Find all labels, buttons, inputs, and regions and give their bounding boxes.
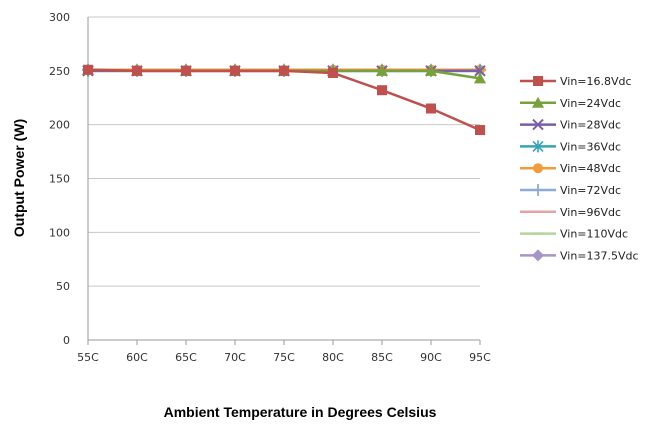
legend-label: Vin=48Vdc xyxy=(560,162,621,175)
data-point xyxy=(328,67,338,78)
legend-marker xyxy=(532,96,544,108)
y-tick-label: 150 xyxy=(49,173,70,186)
x-tick-label: 70C xyxy=(224,351,246,364)
data-point xyxy=(474,65,486,77)
legend-marker xyxy=(532,118,544,131)
series-1 xyxy=(83,64,485,136)
legend-item: Vin=96Vdc xyxy=(520,206,621,219)
legend-label: Vin=28Vdc xyxy=(560,119,621,132)
y-tick-labels: 0 50 100 150 200 250 300 xyxy=(49,11,70,347)
data-point xyxy=(474,72,486,84)
x-tick-label: 90C xyxy=(420,351,442,364)
y-tick-label: 200 xyxy=(49,119,70,132)
legend-item: Vin=137.5Vdc xyxy=(520,249,639,262)
data-point xyxy=(377,85,387,96)
y-tick-label: 100 xyxy=(49,226,70,239)
legend-label: Vin=96Vdc xyxy=(560,206,621,219)
x-tick-labels: 55C 60C 65C 70C 75C 80C 85C 90C 95C xyxy=(77,351,491,364)
legend-marker xyxy=(533,76,543,86)
legend-marker xyxy=(532,249,544,262)
x-tick-label: 65C xyxy=(175,351,197,364)
legend-item: Vin=16.8Vdc xyxy=(520,75,632,88)
data-point xyxy=(376,64,388,76)
data-point xyxy=(426,103,436,114)
legend-item: Vin=72Vdc xyxy=(520,184,621,197)
y-tick-label: 300 xyxy=(49,11,70,24)
data-point xyxy=(425,64,437,76)
data-point xyxy=(279,65,289,76)
legend-label: Vin=36Vdc xyxy=(560,140,621,153)
x-tick-label: 55C xyxy=(77,351,99,364)
legend-item: Vin=110Vdc xyxy=(520,228,628,241)
y-axis-title: Output Power (W) xyxy=(11,119,27,237)
legend-item: Vin=28Vdc xyxy=(520,119,621,132)
legend-item: Vin=36Vdc xyxy=(520,140,621,153)
legend-item: Vin=48Vdc xyxy=(520,162,621,175)
x-tick-label: 85C xyxy=(371,351,393,364)
x-tick-label: 75C xyxy=(273,351,295,364)
x-tick-label: 60C xyxy=(126,351,148,364)
legend-label: Vin=137.5Vdc xyxy=(560,249,639,262)
series-lines xyxy=(82,63,486,136)
x-axis-title: Ambient Temperature in Degrees Celsius xyxy=(164,404,437,420)
x-tick-label: 95C xyxy=(469,351,491,364)
legend: Vin=16.8Vdc Vin=24Vdc Vin=28Vdc Vin=36Vdc Vi… xyxy=(520,75,639,262)
data-point xyxy=(132,65,142,76)
legend-label: Vin=110Vdc xyxy=(560,228,628,241)
legend-marker xyxy=(532,184,544,196)
data-point xyxy=(181,65,191,76)
data-point xyxy=(230,65,240,76)
legend-item: Vin=24Vdc xyxy=(520,96,621,110)
legend-label: Vin=24Vdc xyxy=(560,97,621,110)
y-tick-label: 0 xyxy=(63,334,70,347)
y-tick-label: 250 xyxy=(49,65,70,78)
gridlines xyxy=(88,16,480,287)
legend-marker xyxy=(532,140,544,153)
y-tick-label: 50 xyxy=(56,280,70,293)
series-line xyxy=(87,68,481,132)
data-point xyxy=(83,64,93,75)
legend-marker xyxy=(533,163,543,174)
legend-label: Vin=16.8Vdc xyxy=(560,75,632,88)
data-point xyxy=(475,125,485,136)
legend-label: Vin=72Vdc xyxy=(560,184,621,197)
x-tick-label: 80C xyxy=(322,351,344,364)
